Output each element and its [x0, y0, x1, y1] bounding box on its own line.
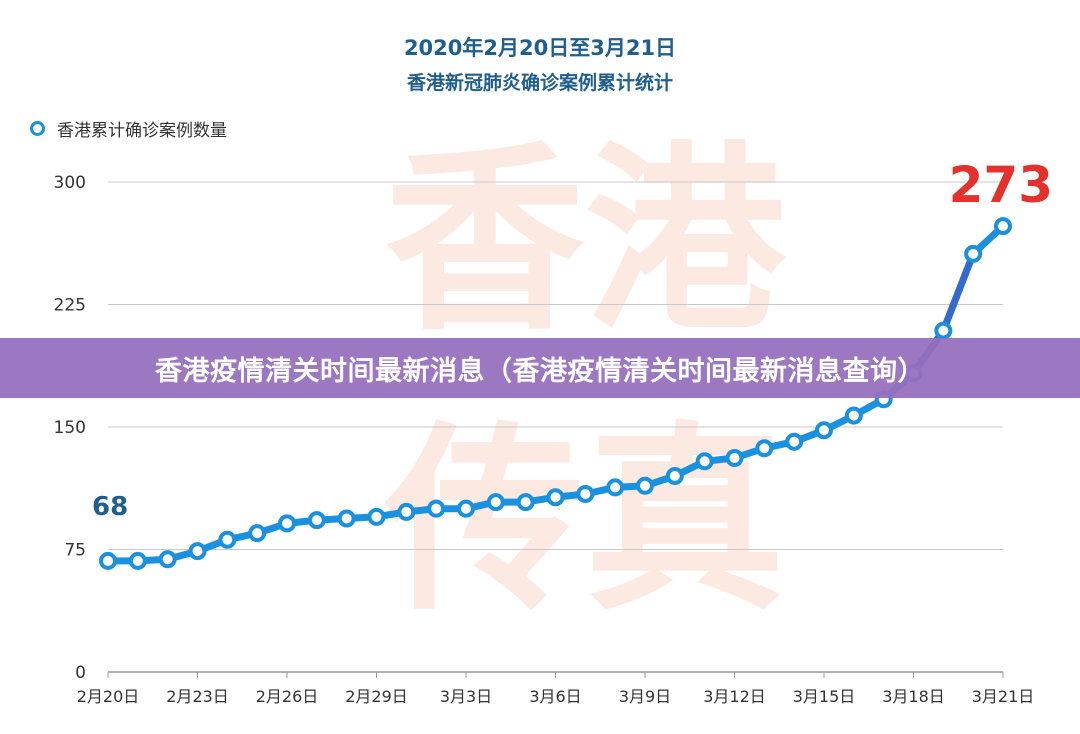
x-tick-label: 3月3日	[440, 687, 492, 706]
chart-title: 2020年2月20日至3月21日	[403, 36, 677, 60]
data-point	[725, 449, 744, 468]
watermark-char: 真	[585, 405, 785, 638]
data-point	[337, 509, 356, 528]
x-tick-label: 3月6日	[529, 687, 581, 706]
annotations: 68 273	[92, 156, 1053, 522]
x-tick-label: 3月21日	[972, 687, 1035, 706]
headline-banner: 香港疫情清关时间最新消息（香港疫情清关时间最新消息查询）	[0, 338, 1080, 398]
data-point	[546, 488, 565, 507]
data-point	[606, 478, 625, 497]
data-point	[636, 476, 654, 495]
y-tick-label: 150	[54, 418, 86, 438]
x-tick-label: 2月20日	[77, 687, 140, 706]
data-point	[785, 432, 804, 451]
data-point	[158, 550, 177, 569]
y-tick-label: 225	[54, 296, 86, 316]
y-tick-label: 300	[54, 173, 86, 193]
data-point	[934, 321, 953, 340]
chart-legend: 香港累计确诊案例数量	[30, 116, 227, 141]
legend-marker-icon	[30, 120, 45, 136]
data-point	[307, 511, 326, 530]
x-tick-label: 3月12日	[703, 687, 766, 706]
y-axis: 0 75 150 225 300	[54, 173, 86, 683]
data-point	[128, 551, 147, 570]
data-point	[248, 524, 267, 543]
data-point	[427, 499, 446, 518]
x-tick-label: 2月23日	[166, 687, 229, 706]
data-point	[99, 551, 117, 570]
legend-label: 香港累计确诊案例数量	[57, 120, 227, 141]
x-tick-label: 2月26日	[256, 687, 319, 706]
data-point	[516, 493, 535, 512]
y-tick-label: 0	[75, 663, 86, 683]
chart-subtitle: 香港新冠肺炎确诊案例累计统计	[406, 72, 673, 94]
data-point	[576, 484, 595, 503]
data-point	[844, 406, 863, 425]
data-point	[218, 530, 237, 549]
x-tick-label: 3月15日	[793, 687, 856, 706]
watermark-char: 传	[384, 405, 585, 638]
start-value-label: 68	[92, 492, 128, 522]
x-tick-label: 3月18日	[882, 687, 945, 706]
watermark-char: 港	[585, 125, 787, 358]
x-tick-label: 3月9日	[619, 687, 671, 706]
data-point	[457, 499, 475, 518]
watermark-stamp: 香港传真	[384, 125, 787, 638]
data-point	[397, 502, 416, 521]
watermark-char: 香	[385, 125, 585, 358]
data-point	[367, 507, 386, 526]
data-point	[188, 542, 207, 561]
y-tick-label: 75	[64, 541, 86, 561]
end-value-label: 273	[949, 156, 1053, 214]
data-point	[695, 452, 714, 471]
data-point	[964, 244, 983, 263]
data-point	[755, 439, 774, 458]
data-point	[486, 493, 505, 512]
headline-text: 香港疫情清关时间最新消息（香港疫情清关时间最新消息查询）	[155, 355, 925, 387]
data-point	[994, 217, 1012, 236]
data-point	[278, 514, 296, 533]
x-axis: 2月20日 2月23日 2月26日 2月29日 3月3日 3月6日 3月9日 3月12日 3月1…	[77, 672, 1035, 706]
data-point	[665, 467, 684, 485]
x-tick-label: 2月29日	[345, 687, 408, 706]
data-point	[815, 421, 833, 440]
